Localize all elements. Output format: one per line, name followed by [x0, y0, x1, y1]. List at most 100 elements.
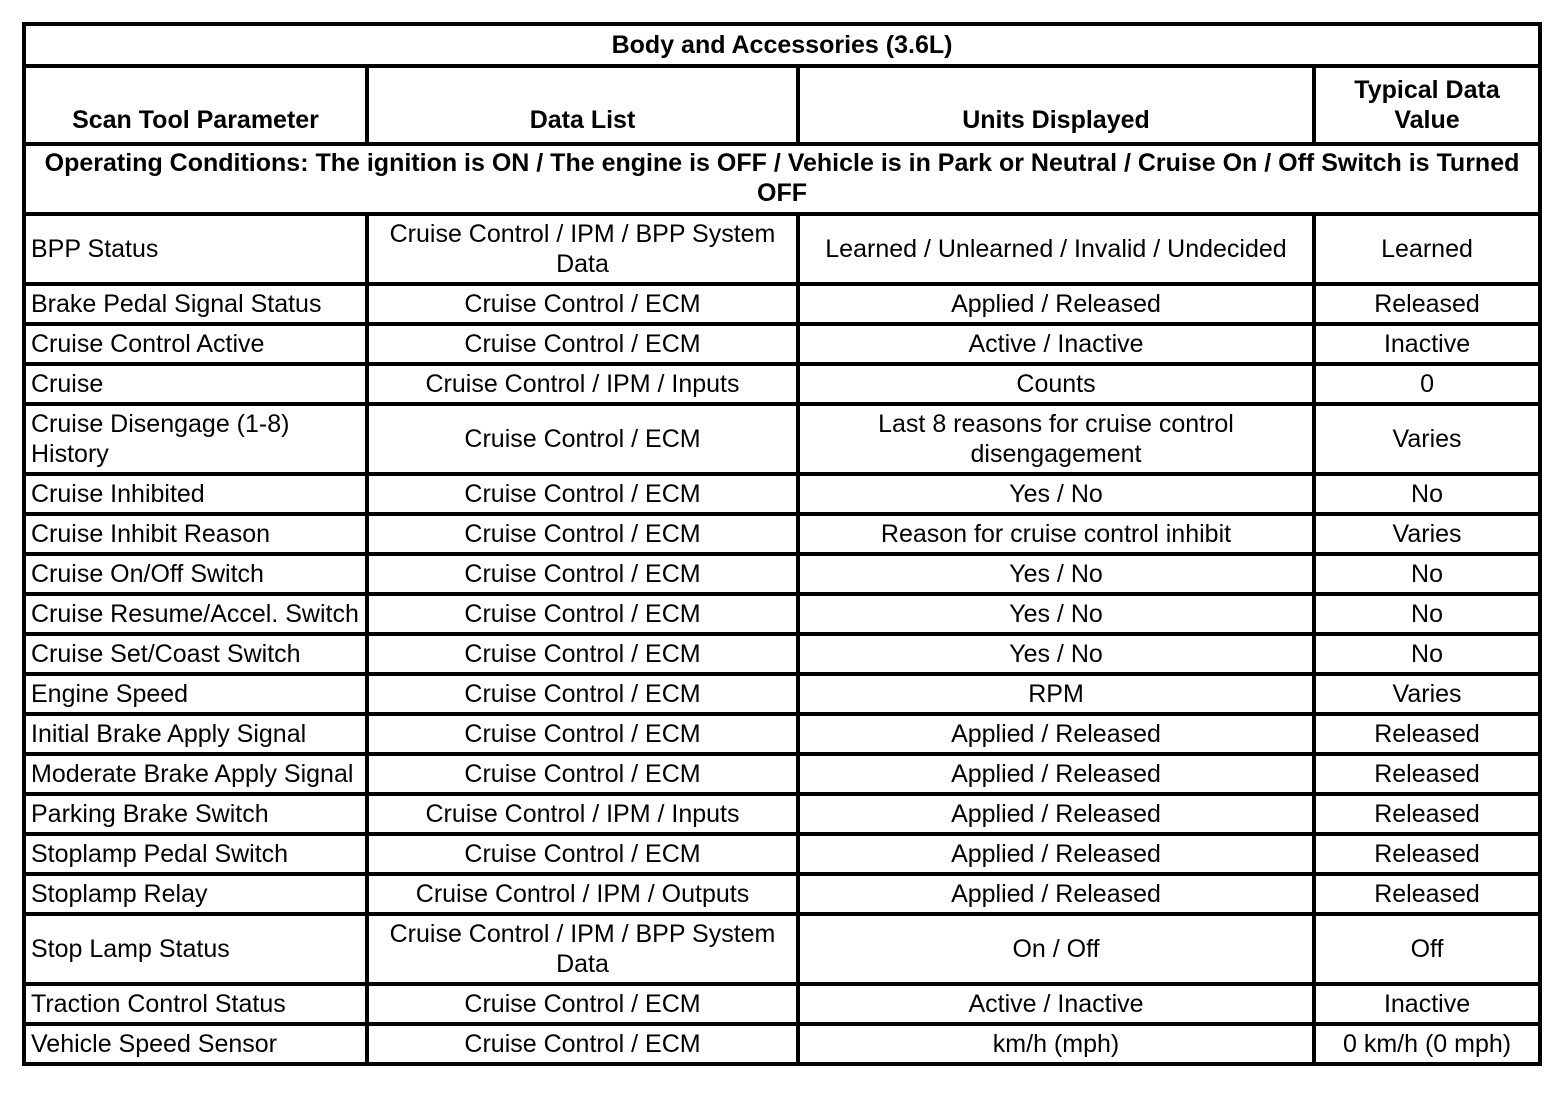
units-cell: Applied / Released: [796, 752, 1316, 796]
data-list-cell: Cruise Control / IPM / Inputs: [365, 362, 800, 406]
data-list-cell: Cruise Control / ECM: [365, 282, 800, 326]
table-title: Body and Accessories (3.6L): [21, 22, 1543, 68]
typical-value-cell: No: [1311, 472, 1543, 516]
typical-value-cell: No: [1311, 632, 1543, 676]
data-list-cell: Cruise Control / IPM / Inputs: [365, 792, 800, 836]
typical-value-cell: Released: [1311, 872, 1543, 916]
parameter-cell: Vehicle Speed Sensor: [22, 1022, 369, 1066]
data-list-cell: Cruise Control / ECM: [365, 752, 800, 796]
table-row: Cruise Disengage (1-8) History Cruise Con…: [22, 402, 1543, 476]
units-cell: Yes / No: [796, 472, 1316, 516]
typical-value-cell: Inactive: [1311, 982, 1543, 1026]
units-cell: Applied / Released: [796, 282, 1316, 326]
column-header-units-displayed: Units Displayed: [796, 64, 1316, 146]
typical-value-cell: Released: [1311, 282, 1543, 326]
table-body: BPP Status Cruise Control / IPM / BPP Sys…: [22, 212, 1543, 1066]
units-cell: Applied / Released: [796, 712, 1316, 756]
typical-value-cell: Varies: [1311, 402, 1543, 476]
column-header-scan-tool-parameter: Scan Tool Parameter: [22, 64, 369, 146]
parameter-cell: Stoplamp Pedal Switch: [22, 832, 369, 876]
table-row: Stoplamp Relay Cruise Control / IPM / Out…: [22, 872, 1543, 916]
table-row: Traction Control Status Cruise Control / …: [22, 982, 1543, 1026]
units-cell: km/h (mph): [796, 1022, 1316, 1066]
data-list-cell: Cruise Control / IPM / BPP System Data: [365, 912, 800, 986]
data-list-cell: Cruise Control / ECM: [365, 402, 800, 476]
table-row: Cruise Control Active Cruise Control / EC…: [22, 322, 1543, 366]
units-cell: Active / Inactive: [796, 982, 1316, 1026]
table-row: Vehicle Speed Sensor Cruise Control / ECM…: [22, 1022, 1543, 1066]
parameter-cell: BPP Status: [22, 212, 369, 286]
typical-value-cell: Released: [1311, 752, 1543, 796]
table-row: Moderate Brake Apply Signal Cruise Contro…: [22, 752, 1543, 796]
parameter-cell: Cruise Resume/Accel. Switch: [22, 592, 369, 636]
table-row: Cruise Resume/Accel. Switch Cruise Contro…: [22, 592, 1543, 636]
table-row: Cruise Cruise Control / IPM / Inputs Count…: [22, 362, 1543, 406]
typical-value-cell: Varies: [1311, 512, 1543, 556]
operating-conditions-text: Operating Conditions: The ignition is ON…: [21, 142, 1543, 216]
parameter-cell: Parking Brake Switch: [22, 792, 369, 836]
table-row: Cruise On/Off Switch Cruise Control / ECM…: [22, 552, 1543, 596]
table-row: Brake Pedal Signal Status Cruise Control …: [22, 282, 1543, 326]
units-cell: RPM: [796, 672, 1316, 716]
typical-value-cell: Learned: [1311, 212, 1543, 286]
data-list-cell: Cruise Control / ECM: [365, 1022, 800, 1066]
parameter-cell: Brake Pedal Signal Status: [22, 282, 369, 326]
units-cell: Applied / Released: [796, 872, 1316, 916]
column-header-row: Scan Tool Parameter Data List Units Disp…: [22, 64, 1543, 146]
units-cell: Learned / Unlearned / Invalid / Undecide…: [796, 212, 1316, 286]
data-list-cell: Cruise Control / ECM: [365, 472, 800, 516]
data-list-cell: Cruise Control / ECM: [365, 552, 800, 596]
parameter-cell: Cruise On/Off Switch: [22, 552, 369, 596]
units-cell: Counts: [796, 362, 1316, 406]
parameter-cell: Traction Control Status: [22, 982, 369, 1026]
data-list-cell: Cruise Control / ECM: [365, 712, 800, 756]
parameter-cell: Cruise Control Active: [22, 322, 369, 366]
table-row: Cruise Set/Coast Switch Cruise Control / …: [22, 632, 1543, 676]
units-cell: Active / Inactive: [796, 322, 1316, 366]
table-row: Initial Brake Apply Signal Cruise Control…: [22, 712, 1543, 756]
typical-value-cell: Released: [1311, 832, 1543, 876]
typical-value-cell: Released: [1311, 712, 1543, 756]
table-row: Engine Speed Cruise Control / ECM RPM Varie…: [22, 672, 1543, 716]
typical-value-cell: 0 km/h (0 mph): [1311, 1022, 1543, 1066]
units-cell: Last 8 reasons for cruise control diseng…: [796, 402, 1316, 476]
table-row: Cruise Inhibit Reason Cruise Control / EC…: [22, 512, 1543, 556]
typical-value-cell: Inactive: [1311, 322, 1543, 366]
parameter-cell: Cruise Set/Coast Switch: [22, 632, 369, 676]
table-row: Stoplamp Pedal Switch Cruise Control / EC…: [22, 832, 1543, 876]
data-list-cell: Cruise Control / ECM: [365, 322, 800, 366]
typical-value-cell: Released: [1311, 792, 1543, 836]
units-cell: On / Off: [796, 912, 1316, 986]
operating-conditions-row: Operating Conditions: The ignition is ON…: [21, 142, 1543, 216]
parameter-cell: Cruise Inhibit Reason: [22, 512, 369, 556]
parameter-cell: Cruise: [22, 362, 369, 406]
typical-value-cell: Off: [1311, 912, 1543, 986]
title-row: Body and Accessories (3.6L): [21, 22, 1543, 68]
units-cell: Applied / Released: [796, 792, 1316, 836]
data-list-cell: Cruise Control / IPM / BPP System Data: [365, 212, 800, 286]
typical-value-cell: No: [1311, 552, 1543, 596]
data-list-cell: Cruise Control / ECM: [365, 982, 800, 1026]
data-list-cell: Cruise Control / ECM: [365, 672, 800, 716]
data-list-cell: Cruise Control / ECM: [365, 512, 800, 556]
parameter-cell: Stop Lamp Status: [22, 912, 369, 986]
column-header-data-list: Data List: [365, 64, 800, 146]
table-row: Stop Lamp Status Cruise Control / IPM / B…: [22, 912, 1543, 986]
units-cell: Reason for cruise control inhibit: [796, 512, 1316, 556]
typical-value-cell: Varies: [1311, 672, 1543, 716]
parameter-cell: Cruise Disengage (1-8) History: [22, 402, 369, 476]
table-row: BPP Status Cruise Control / IPM / BPP Sys…: [22, 212, 1543, 286]
table-row: Cruise Inhibited Cruise Control / ECM Yes …: [22, 472, 1543, 516]
parameter-cell: Cruise Inhibited: [22, 472, 369, 516]
parameter-cell: Stoplamp Relay: [22, 872, 369, 916]
table-row: Parking Brake Switch Cruise Control / IPM…: [22, 792, 1543, 836]
units-cell: Yes / No: [796, 632, 1316, 676]
parameter-cell: Initial Brake Apply Signal: [22, 712, 369, 756]
column-header-typical-data-value: Typical Data Value: [1311, 64, 1543, 146]
data-list-cell: Cruise Control / ECM: [365, 832, 800, 876]
data-list-cell: Cruise Control / ECM: [365, 592, 800, 636]
typical-value-cell: No: [1311, 592, 1543, 636]
scan-tool-data-table: Body and Accessories (3.6L) Scan Tool Pa…: [21, 22, 1543, 1066]
parameter-cell: Moderate Brake Apply Signal: [22, 752, 369, 796]
typical-value-cell: 0: [1311, 362, 1543, 406]
